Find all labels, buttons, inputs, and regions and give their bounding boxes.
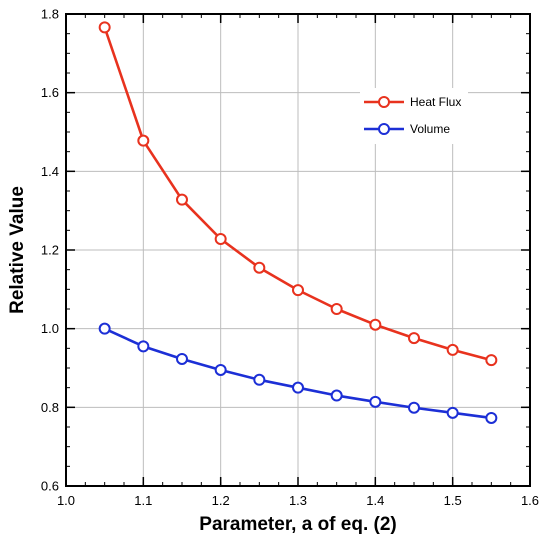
- x-tick-label: 1.6: [521, 493, 539, 508]
- volume-data-point: [369, 395, 382, 408]
- heat-flux-data-point: [176, 193, 188, 206]
- legend-heat-flux-label: Heat Flux: [410, 95, 461, 109]
- volume-data-point: [408, 401, 420, 414]
- heat-flux-data-point: [137, 134, 150, 147]
- y-axis-label: Relative Value: [7, 186, 28, 314]
- volume-data-point: [485, 411, 498, 424]
- legend-volume-marker: [378, 123, 390, 135]
- heat-flux-data-point: [330, 303, 343, 315]
- x-tick-label: 1.1: [134, 493, 152, 508]
- y-tick-label: 0.8: [41, 400, 59, 415]
- y-tick-label: 1.0: [41, 321, 59, 336]
- x-tick-label: 1.3: [289, 493, 307, 508]
- legend: Heat Flux Volume: [360, 88, 468, 144]
- x-tick-label: 1.5: [444, 493, 462, 508]
- legend-volume-label: Volume: [410, 122, 450, 136]
- heat-flux-data-point: [369, 318, 382, 331]
- grid: [65, 13, 531, 487]
- volume-data-point: [176, 352, 188, 365]
- heat-flux-data-point: [292, 284, 304, 297]
- legend-background: [360, 88, 468, 144]
- y-tick-label: 0.6: [41, 479, 59, 494]
- volume-data-point: [214, 363, 227, 376]
- volume-data-point: [330, 389, 343, 402]
- x-tick-label: 1.0: [57, 493, 75, 508]
- legend-heat-flux-marker: [378, 96, 390, 108]
- y-tick-label: 1.8: [41, 7, 59, 22]
- heat-flux-data-point: [214, 232, 227, 245]
- volume-data-point: [98, 322, 111, 335]
- tick-labels: 1.0 1.1 1.2 1.3 1.4 1.5 1.6 0.6 0.8 1.0 1.2 1.4 1.6 1…: [41, 7, 539, 509]
- y-tick-label: 1.4: [41, 164, 59, 179]
- volume-data-point: [253, 373, 266, 386]
- heat-flux-data-point: [446, 343, 459, 356]
- heat-flux-data-point: [408, 332, 420, 345]
- heat-flux-data-point: [253, 261, 266, 274]
- y-tick-label: 1.6: [41, 85, 59, 100]
- y-tick-label: 1.2: [41, 243, 59, 258]
- heat-flux-data-point: [98, 21, 111, 34]
- volume-data-point: [292, 381, 304, 394]
- volume-data-point: [137, 340, 150, 353]
- plot-frame: [65, 13, 531, 487]
- heat-flux-data-point: [485, 354, 498, 367]
- x-tick-label: 1.2: [212, 493, 230, 508]
- x-axis-label: Parameter, a of eq. (2): [199, 514, 396, 535]
- volume-data-point: [446, 406, 459, 419]
- x-tick-label: 1.4: [366, 493, 384, 508]
- series-group: [98, 21, 498, 424]
